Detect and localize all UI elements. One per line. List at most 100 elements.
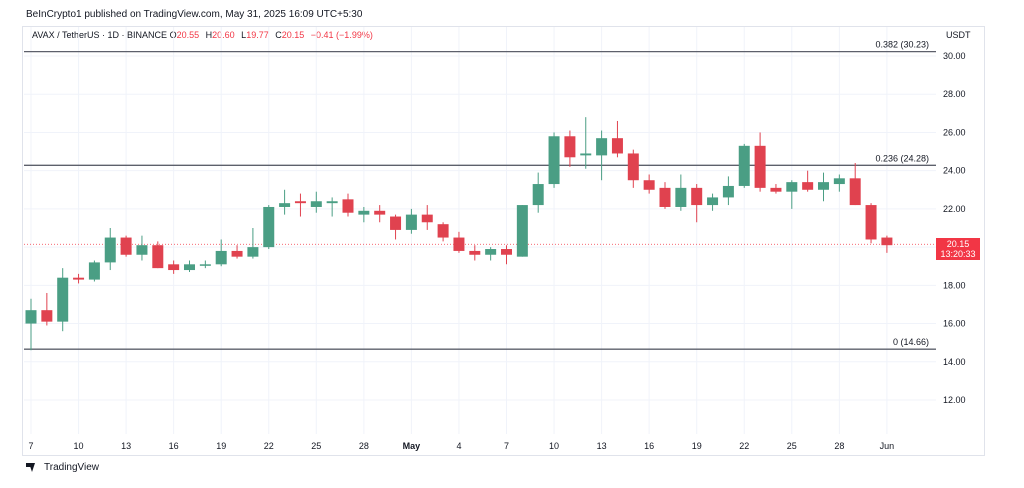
candle-body [659,187,671,207]
x-tick-label: 19 [216,441,226,451]
x-tick-label: 4 [456,441,461,451]
candle-body [247,247,259,257]
last-price-value: 20.15 [946,239,970,249]
candle-body [754,145,766,188]
x-tick-label: 13 [597,441,607,451]
candle-body [263,206,275,248]
candle-body [802,182,814,190]
candle-body [342,199,354,213]
candle-body [691,187,703,206]
candle-body [453,237,465,251]
candle-body [88,262,100,280]
countdown-value: 13:20:33 [940,249,976,259]
candle-body [41,310,53,322]
candle-body [818,182,829,190]
level-label: 0 (14.66) [893,337,929,347]
tradingview-footer[interactable]: TradingView [26,462,99,473]
candle-body [57,277,69,322]
candle-body [833,178,845,185]
x-tick-label: 22 [739,441,749,451]
y-tick-label: 22.00 [943,204,966,214]
candle-body [564,136,576,158]
candle-body [627,153,639,181]
high-value: 20.60 [212,30,235,40]
candle-body [675,187,687,207]
y-tick-label: 16.00 [943,319,966,329]
y-tick-label: 18.00 [943,280,966,290]
y-tick-label: 24.00 [943,166,966,176]
candle-body [786,182,798,192]
x-tick-label: May [403,441,421,451]
low-label: L [241,30,247,40]
x-tick-label: 19 [692,441,702,451]
candle-body [611,138,623,154]
tradingview-logo-icon [26,463,40,472]
high-label: H [205,30,213,40]
candle-body [25,310,37,324]
x-tick-label: 16 [169,441,179,451]
last-price-badge: 20.15 13:20:33 [936,238,980,260]
symbol-name: AVAX / TetherUS · 1D · BINANCE [32,30,168,40]
x-tick-label: 7 [28,441,33,451]
close-label: C [275,30,282,40]
y-tick-label: 28.00 [943,89,966,99]
y-tick-label: 26.00 [943,127,966,137]
level-label: 0.382 (30.23) [875,40,929,50]
x-tick-label: 22 [264,441,274,451]
currency-label: USDT [946,30,971,40]
x-tick-label: 7 [504,441,509,451]
x-tick-label: 28 [359,441,369,451]
y-tick-label: 30.00 [943,51,966,61]
candle-body [516,205,528,257]
change-value: −0.41 (−1.99%) [310,30,373,40]
x-tick-label: 25 [787,441,797,451]
candle-body [199,264,211,266]
symbol-info: AVAX / TetherUS · 1D · BINANCE O20.55 H2… [32,30,373,40]
candle-body [501,249,512,255]
candle-body [168,264,180,271]
close-value: 20.15 [281,30,305,40]
x-tick-label: 25 [311,441,321,451]
level-label: 0.236 (24.28) [875,153,929,163]
y-tick-label: 14.00 [943,357,966,367]
candle-body [152,245,164,269]
x-tick-label: 10 [549,441,559,451]
candle-body [73,277,85,280]
candle-body [722,185,734,198]
low-value: 19.77 [246,30,269,40]
x-tick-label: 28 [834,441,844,451]
open-label: O [169,30,177,40]
candle-body [548,136,560,185]
candle-body [326,201,338,204]
candle-body [707,197,719,206]
candle-body [390,216,402,230]
candle-body [421,214,433,223]
tradingview-brand: TradingView [44,462,100,473]
candle-body [865,205,877,240]
candle-body [485,249,497,255]
candle-body [405,214,417,230]
candle-body [184,264,195,271]
x-tick-label: 10 [74,441,84,451]
candle-body [770,187,782,192]
candle-body [231,250,243,257]
candle-body [738,145,750,186]
candle-body [215,250,227,265]
candle-body [279,203,291,207]
chart-frame [22,26,985,456]
y-tick-label: 12.00 [943,395,966,405]
candle-body [469,250,481,255]
x-tick-label: 13 [121,441,131,451]
x-tick-label: Jun [880,441,895,451]
candle-body [294,201,306,204]
candle-body [136,245,148,255]
candle-body [310,201,322,207]
candle-body [358,210,370,215]
candle-body [120,237,132,255]
candle-body [580,153,592,156]
candle-body [596,138,608,156]
candle-body [437,224,449,238]
open-value: 20.55 [176,30,200,40]
candle-body [532,184,544,206]
